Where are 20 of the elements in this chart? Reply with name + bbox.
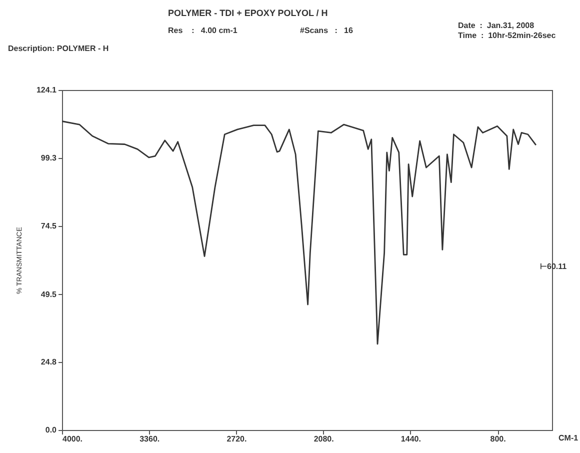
x-tick-label: 800. [490,434,506,444]
text: #Scans : 16 [300,26,353,35]
chart-title: POLYMER - TDI + EPOXY POLYOL / H [168,8,328,18]
line-series [62,120,537,345]
y-tick-label: 49.5 [40,290,58,299]
x-tick-label: 2080. [314,434,334,444]
y-tick-label: 74.5 [40,221,58,230]
y-tick-label: 24.8 [40,358,58,367]
y-tick-label: 0.0 [45,426,58,434]
text: Res : 4.00 cm-1 [168,26,238,35]
text: Date : Jan.31, 2008 [458,21,534,30]
x-tick-label: 4000. [62,434,83,444]
x-axis-title: CM-1 [558,434,579,442]
y-tick-label: 99.3 [40,153,58,162]
x-tick-label: 1440. [400,434,421,444]
text: Time : 10hr-52min-26sec [458,31,556,40]
x-tick-label: 3360. [140,434,160,444]
x-tick-label: 2720. [226,434,247,444]
y-tick-label: 124.1 [36,86,58,94]
text: Description: POLYMER - H [8,44,109,53]
